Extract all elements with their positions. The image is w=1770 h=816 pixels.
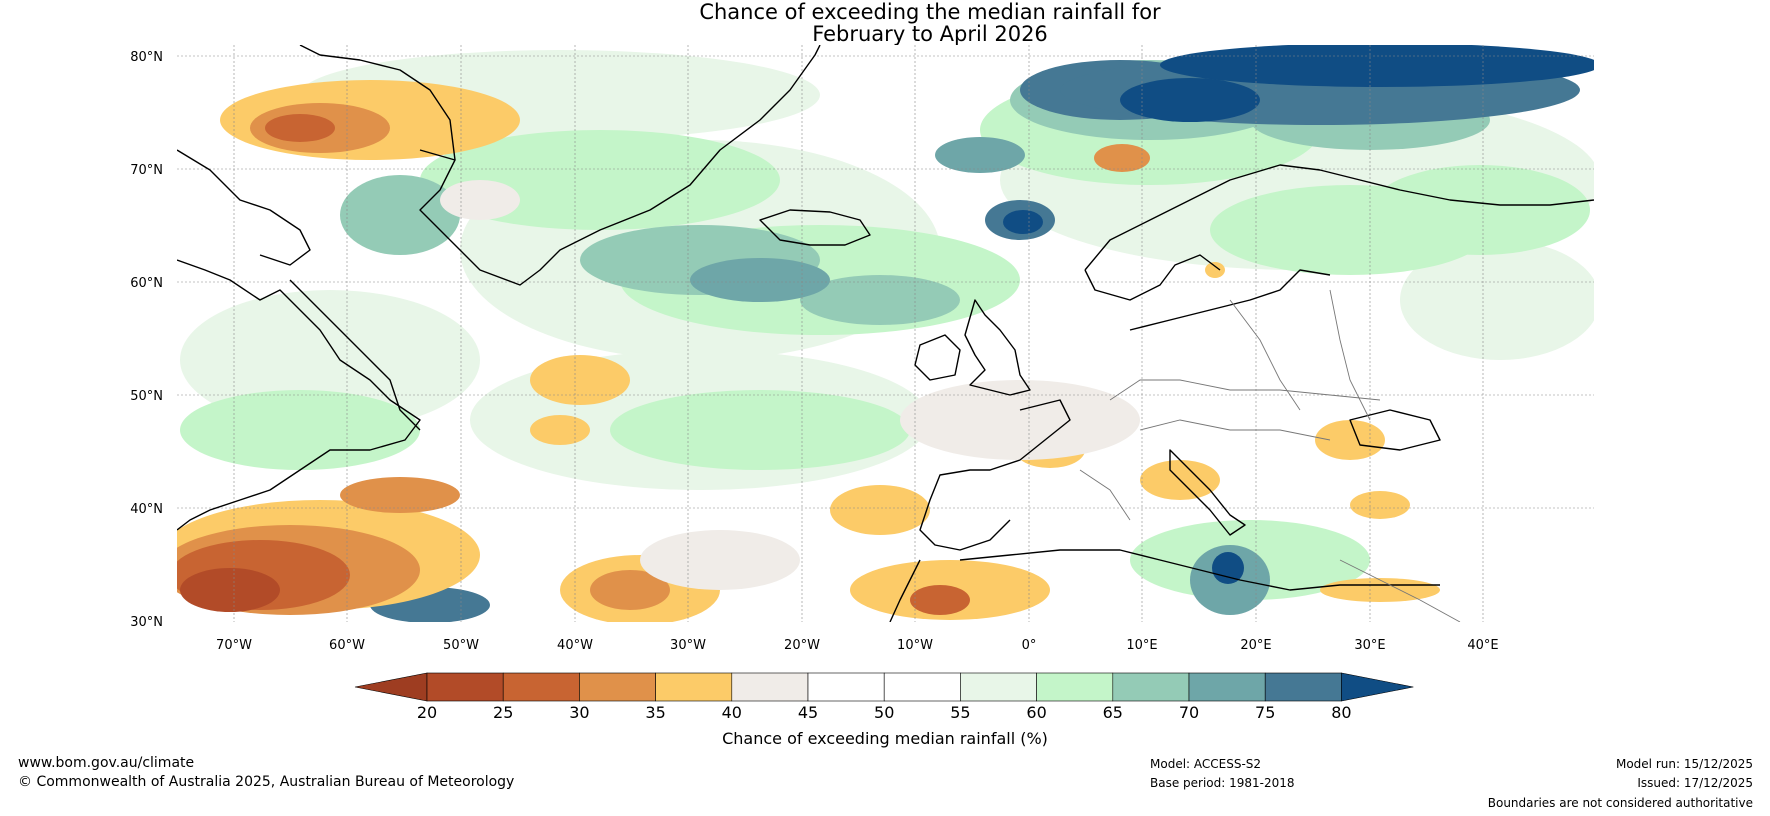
footer-base-period: Base period: 1981-2018 [1150, 776, 1295, 790]
colorbar-tick-label: 20 [417, 703, 437, 722]
lon-label-10e: 10°E [1126, 638, 1157, 653]
colorbar-tick-label: 35 [645, 703, 665, 722]
lon-label-20e: 20°E [1240, 638, 1271, 653]
probability-field [177, 45, 1594, 622]
greenland-coast [419, 45, 821, 286]
colorbar-tick-label: 60 [1026, 703, 1046, 722]
map-panel [177, 45, 1594, 622]
colorbar-tick-label: 45 [798, 703, 818, 722]
scandinavia-coast [1084, 164, 1594, 271]
colorbar-swatch [731, 672, 809, 702]
norway-south-coast [1084, 254, 1221, 301]
great-britain-coast [964, 299, 1031, 396]
baltic-coast [1129, 269, 1331, 331]
footer-model: Model: ACCESS-S2 [1150, 757, 1262, 771]
map-title-line1: Chance of exceeding the median rainfall … [699, 0, 1161, 24]
north-america-coast [177, 259, 421, 531]
colorbar-swatches [354, 672, 1414, 702]
colorbar-swatch [1188, 672, 1266, 702]
colorbar-swatch [1036, 672, 1114, 702]
colorbar-label: Chance of exceeding median rainfall (%) [722, 729, 1048, 748]
lon-label-70w: 70°W [216, 638, 252, 653]
coastlines [177, 45, 1594, 622]
iceland-coast [759, 209, 871, 246]
colorbar-tick-label: 30 [569, 703, 589, 722]
colorbar-swatch [502, 672, 580, 702]
colorbar-swatch [883, 672, 961, 702]
ireland-coast [914, 334, 961, 381]
colorbar: 20 25 30 35 40 45 50 55 60 65 70 75 80 [354, 672, 1414, 722]
lon-label-40e: 40°E [1467, 638, 1498, 653]
colorbar-tick-label: 55 [950, 703, 970, 722]
lat-label-80n: 80°N [130, 50, 163, 65]
colorbar-ticks: 20 25 30 35 40 45 50 55 60 65 70 75 80 [417, 703, 1352, 722]
colorbar-swatch [1112, 672, 1190, 702]
lat-label-50n: 50°N [130, 389, 163, 404]
lat-label-30n: 30°N [130, 615, 163, 630]
map-title-line2: February to April 2026 [812, 22, 1048, 46]
footer-model-run: Model run: 15/12/2025 [1615, 757, 1753, 771]
footer-issued: Issued: 17/12/2025 [1637, 776, 1753, 790]
labrador-coast [289, 279, 421, 431]
colorbar-tick-label: 80 [1331, 703, 1351, 722]
greenland-north-coast [299, 45, 456, 161]
colorbar-swatch [655, 672, 733, 702]
colorbar-swatch [960, 672, 1037, 702]
colorbar-swatch [579, 672, 656, 702]
footer-disclaimer: Boundaries are not considered authoritat… [1487, 796, 1753, 810]
colorbar-extend-high [1341, 672, 1414, 702]
colorbar-tick-label: 25 [493, 703, 513, 722]
lat-label-70n: 70°N [130, 163, 163, 178]
country-borders [1079, 289, 1461, 622]
lat-label-40n: 40°N [130, 502, 163, 517]
colorbar-swatch [426, 672, 504, 702]
footer-website: www.bom.gov.au/climate [18, 755, 195, 771]
lon-label-60w: 60°W [329, 638, 365, 653]
colorbar-swatch [1264, 672, 1342, 702]
colorbar-extend-low [354, 672, 428, 702]
colorbar-tick-label: 50 [874, 703, 894, 722]
lon-label-40w: 40°W [557, 638, 593, 653]
baffin-coast [177, 149, 311, 266]
lon-label-30w: 30°W [670, 638, 706, 653]
lon-label-0: 0° [1022, 638, 1037, 653]
colorbar-swatch [807, 672, 885, 702]
europe-west-coast [919, 399, 1071, 551]
longitude-labels: 70°W 60°W 50°W 40°W 30°W 20°W 10°W 0° 10… [216, 638, 1499, 653]
lon-label-30e: 30°E [1354, 638, 1385, 653]
latitude-labels: 80°N 70°N 60°N 50°N 40°N 30°N [130, 50, 163, 630]
mediterranean-south-coast [959, 549, 1440, 591]
colorbar-tick-label: 40 [722, 703, 742, 722]
colorbar-tick-label: 70 [1179, 703, 1199, 722]
colorbar-tick-label: 65 [1103, 703, 1123, 722]
lon-label-50w: 50°W [443, 638, 479, 653]
lon-label-20w: 20°W [784, 638, 820, 653]
italy-coast [1169, 449, 1246, 536]
lat-label-60n: 60°N [130, 276, 163, 291]
lon-label-10w: 10°W [897, 638, 933, 653]
footer-copyright: © Commonwealth of Australia 2025, Austra… [18, 774, 515, 790]
africa-west-coast [889, 559, 921, 622]
black-sea-coast [1349, 409, 1441, 451]
colorbar-tick-label: 75 [1255, 703, 1275, 722]
